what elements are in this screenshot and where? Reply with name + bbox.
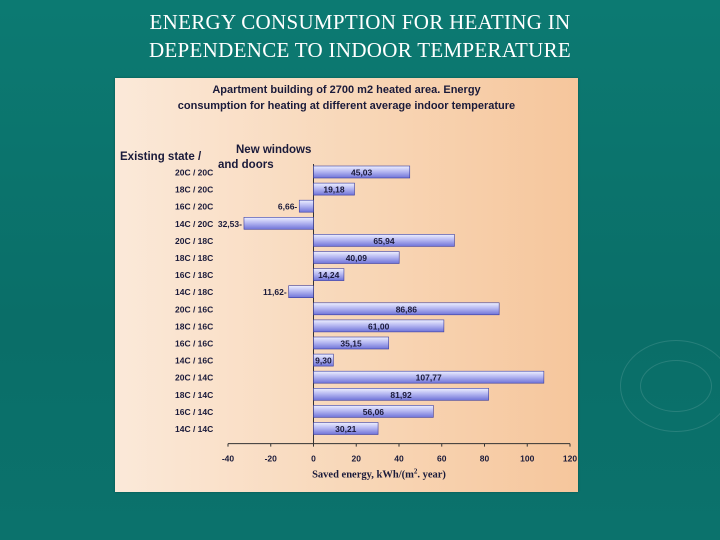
data-label: 56,06 [363,407,385,417]
x-axis-label: Saved energy, kWh/(m2. year) [312,468,446,481]
x-tick-label: 80 [480,454,490,464]
x-tick-label: 0 [311,454,316,464]
x-tick-label: 120 [563,454,577,464]
slide-title: ENERGY CONSUMPTION FOR HEATING IN DEPEND… [0,8,720,64]
data-label: 81,92 [390,390,412,400]
bar [313,319,445,333]
bar [298,199,314,213]
data-label: 107,77 [416,373,442,383]
data-label: 32,53- [218,219,242,229]
category-label: 18C / 14C [175,390,213,400]
category-label: 18C / 20C [175,185,213,195]
category-label: 20C / 20C [175,168,213,178]
slide-title-line2: DEPENDENCE TO INDOOR TEMPERATURE [148,38,572,62]
bar [313,234,455,247]
bar [313,251,400,264]
data-label: 14,24 [318,270,340,280]
chart-panel: Apartment building of 2700 m2 heated are… [115,78,578,492]
data-label: 11,62- [263,287,287,297]
category-label: 16C / 20C [175,202,213,212]
category-label: 20C / 18C [175,236,213,246]
category-label: 16C / 14C [175,407,213,417]
category-label: 14C / 16C [175,356,213,366]
category-label: 18C / 18C [175,253,213,263]
bar [313,336,389,350]
category-label: 14C / 14C [175,424,213,434]
bar [313,387,489,401]
data-label: 35,15 [340,339,362,349]
chart-title-line1: Apartment building of 2700 m2 heated are… [212,84,481,96]
category-label: 16C / 18C [175,270,213,280]
data-label: 61,00 [368,321,390,331]
data-label: 86,86 [396,304,418,314]
category-label: 20C / 16C [175,304,213,314]
bar [313,165,411,179]
category-label: 14C / 18C [175,287,213,297]
category-label: 16C / 16C [175,339,213,349]
slide-title-line1: ENERGY CONSUMPTION FOR HEATING IN [149,10,571,34]
bar [243,217,314,230]
data-label: 9,30 [315,356,332,366]
x-tick-label: 20 [352,454,362,464]
column-header-line1: New windows [236,144,312,156]
bar [313,353,334,367]
x-tick-label: -20 [265,454,278,464]
data-label: 40,09 [346,253,368,263]
data-label: 65,94 [373,236,395,246]
bar [313,302,500,316]
ripple-decoration [620,340,720,432]
data-label: 45,03 [351,168,373,178]
data-label: 19,18 [323,185,345,195]
bar [313,422,379,435]
column-header-line2: and doors [218,159,274,171]
chart-title-line2: consumption for heating at different ave… [177,100,516,112]
bar [313,268,345,281]
bar [313,405,434,418]
data-label: 6,66- [278,202,298,212]
bar [313,182,355,196]
category-label: 18C / 16C [175,321,213,331]
bar [313,370,545,384]
x-tick-label: 60 [437,454,447,464]
row-header: Existing state / [120,151,202,163]
data-label: 30,21 [335,424,357,434]
x-tick-label: 100 [520,454,534,464]
x-tick-label: -40 [222,454,235,464]
x-tick-label: 40 [394,454,404,464]
bar [288,285,314,298]
category-label: 14C / 20C [175,219,213,229]
category-label: 20C / 14C [175,373,213,383]
bar-chart: -40 -20 0 20 40 60 80 100 120 20C / 20C 45,03 18C /… [175,164,577,481]
